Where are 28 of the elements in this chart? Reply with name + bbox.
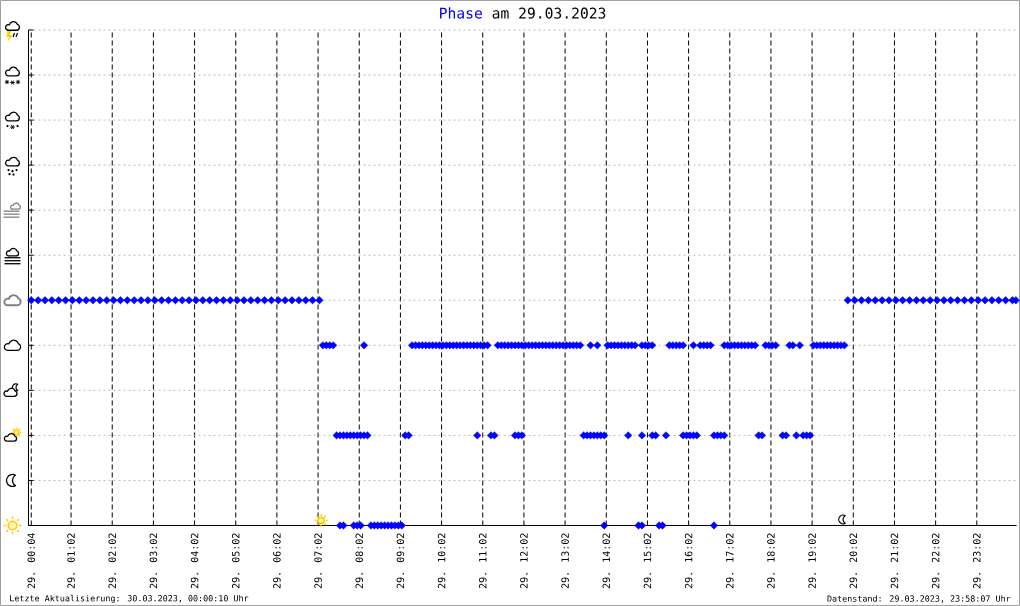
x-tick-label: 29. 14:02 bbox=[602, 533, 611, 589]
x-tick-label: 29. 05:02 bbox=[231, 533, 240, 589]
x-tick-label: 29. 02:02 bbox=[108, 533, 117, 589]
x-tick-label: 29. 22:02 bbox=[931, 533, 940, 589]
x-tick-label: 29. 11:02 bbox=[478, 533, 487, 589]
x-tick-label: 29. 04:02 bbox=[190, 533, 199, 589]
text: Phase bbox=[440, 7, 482, 19]
x-tick-label: 29. 18:02 bbox=[767, 533, 775, 589]
x-tick-label: 29. 00:04 bbox=[27, 533, 36, 589]
x-tick-label: 29. 19:02 bbox=[808, 533, 816, 589]
x-tick-label: 29. 17:02 bbox=[726, 533, 734, 589]
x-tick-label: 29. 01:02 bbox=[67, 533, 75, 589]
x-tick-label: 29. 07:02 bbox=[314, 533, 322, 589]
text: Letzte Aktualisierung: 30.03.2023, 00:00:10 Uhr bbox=[10, 594, 249, 604]
text: Datenstand: 29.03.2023, 23:58:07 Uhr bbox=[827, 595, 1011, 603]
x-tick-label: 29. 09:02 bbox=[396, 533, 405, 589]
x-tick-label: 29. 06:02 bbox=[273, 533, 281, 589]
chart-title: am 29.03.2023 bbox=[492, 7, 606, 19]
x-tick-label: 29. 03:02 bbox=[149, 533, 158, 589]
x-tick-label: 29. 10:02 bbox=[437, 533, 446, 589]
x-tick-label: 29. 15:02 bbox=[643, 533, 652, 589]
x-tick-label: 29. 13:02 bbox=[561, 533, 569, 589]
x-tick-label: 29. 12:02 bbox=[520, 533, 528, 589]
x-tick-label: 29. 20:02 bbox=[849, 533, 858, 589]
x-tick-label: 29. 16:02 bbox=[684, 533, 693, 589]
x-tick-label: 29. 23:02 bbox=[973, 533, 981, 589]
x-tick-label: 29. 21:02 bbox=[890, 533, 899, 589]
x-tick-label: 29. 08:02 bbox=[355, 533, 364, 589]
